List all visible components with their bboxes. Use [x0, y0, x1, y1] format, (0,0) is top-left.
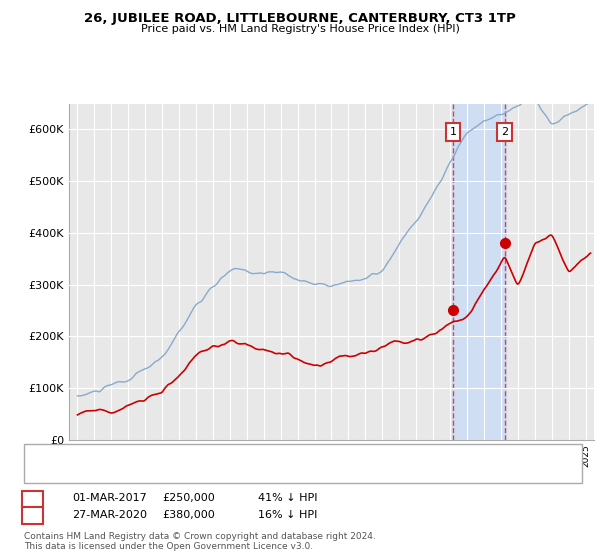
Text: £380,000: £380,000	[162, 510, 215, 520]
Text: Contains HM Land Registry data © Crown copyright and database right 2024.
This d: Contains HM Land Registry data © Crown c…	[24, 532, 376, 552]
Text: ——: ——	[36, 457, 64, 472]
Text: HPI: Average price, detached house, Canterbury: HPI: Average price, detached house, Cant…	[68, 459, 304, 469]
Text: 26, JUBILEE ROAD, LITTLEBOURNE, CANTERBURY, CT3 1TP: 26, JUBILEE ROAD, LITTLEBOURNE, CANTERBU…	[84, 12, 516, 25]
Text: 26, JUBILEE ROAD, LITTLEBOURNE, CANTERBURY, CT3 1TP (detached house): 26, JUBILEE ROAD, LITTLEBOURNE, CANTERBU…	[68, 448, 442, 458]
Text: 1: 1	[29, 493, 37, 503]
Text: 27-MAR-2020: 27-MAR-2020	[72, 510, 147, 520]
Text: 16% ↓ HPI: 16% ↓ HPI	[258, 510, 317, 520]
Text: 2: 2	[502, 127, 508, 137]
Text: 41% ↓ HPI: 41% ↓ HPI	[258, 493, 317, 503]
Text: Price paid vs. HM Land Registry's House Price Index (HPI): Price paid vs. HM Land Registry's House …	[140, 24, 460, 34]
Text: 2: 2	[29, 510, 37, 520]
Text: 1: 1	[449, 127, 457, 137]
Text: £250,000: £250,000	[162, 493, 215, 503]
Text: ——: ——	[36, 446, 64, 460]
Bar	[452, 104, 506, 440]
Text: 01-MAR-2017: 01-MAR-2017	[72, 493, 147, 503]
